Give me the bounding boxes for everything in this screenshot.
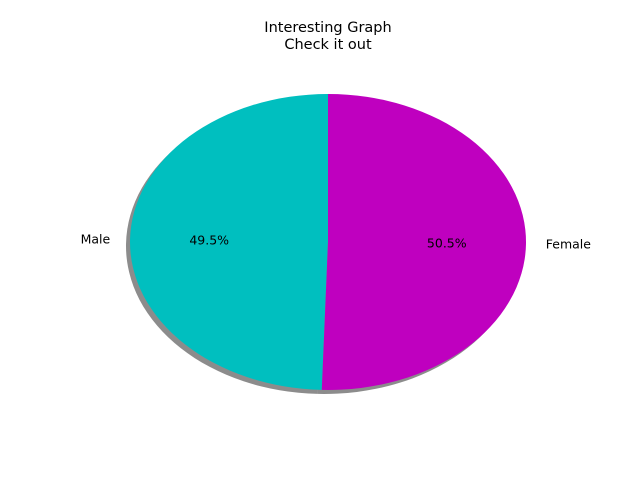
slice-male (130, 94, 328, 390)
pie-slices (130, 94, 527, 390)
slice-female (321, 94, 527, 390)
slice-label-female: Female (546, 237, 592, 252)
slice-label-male: Male (81, 231, 111, 246)
slice-percent-female: 50.5% (427, 235, 467, 250)
chart-title: Interesting Graph (264, 20, 391, 36)
slice-percent-male: 49.5% (189, 233, 229, 248)
chart-subtitle: Check it out (284, 37, 372, 53)
pie-labels: Male 49.5% Female 50.5% (81, 231, 592, 251)
